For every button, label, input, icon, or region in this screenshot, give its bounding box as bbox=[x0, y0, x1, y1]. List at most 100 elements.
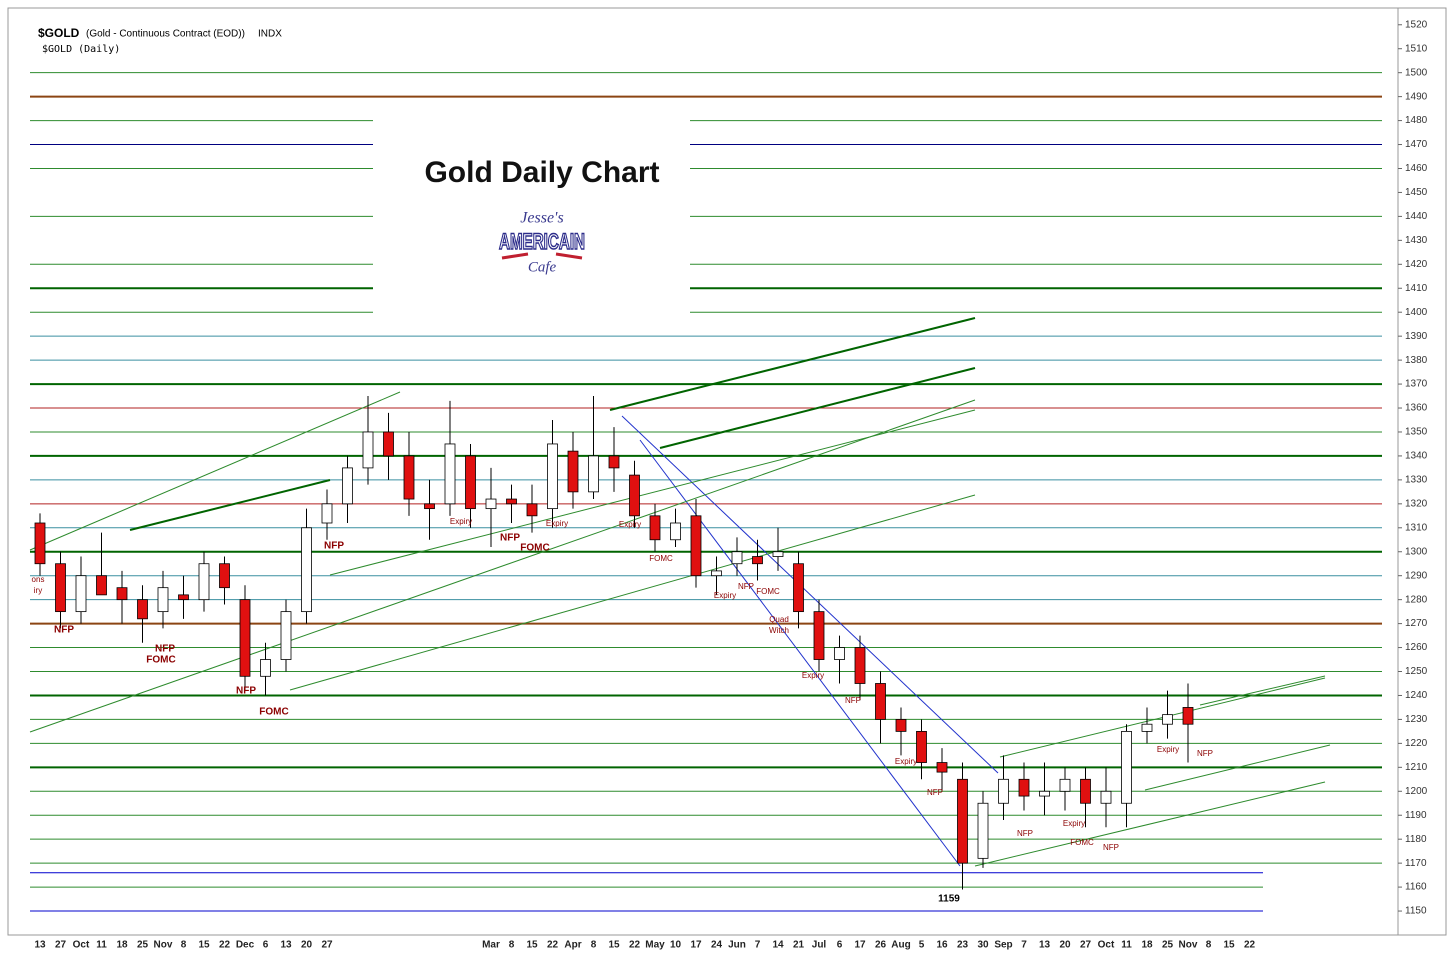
y-tick-label: 1310 bbox=[1405, 522, 1428, 533]
candle-body bbox=[690, 515, 702, 577]
y-tick-label: 1390 bbox=[1405, 331, 1428, 342]
symbol: $GOLD bbox=[38, 26, 80, 40]
annotation: Expiry bbox=[546, 519, 568, 528]
x-tick-label: Jul bbox=[812, 940, 827, 951]
annotation: NFP bbox=[54, 625, 74, 636]
x-tick-label: 5 bbox=[919, 940, 925, 951]
candle-body bbox=[977, 802, 989, 859]
x-tick-label: 22 bbox=[629, 940, 641, 951]
x-tick-label: 11 bbox=[96, 940, 107, 951]
x-tick-label: 24 bbox=[711, 940, 723, 951]
candle-body bbox=[1059, 778, 1071, 792]
trend-line bbox=[621, 415, 999, 774]
annotation: NFP bbox=[738, 582, 754, 591]
annotation: iry bbox=[34, 586, 42, 595]
x-tick-label: 15 bbox=[608, 940, 620, 951]
annotation: Expiry bbox=[802, 671, 824, 680]
y-tick-label: 1220 bbox=[1405, 738, 1428, 749]
y-tick-label: 1340 bbox=[1405, 451, 1428, 462]
candle-body bbox=[936, 762, 948, 773]
x-tick-label: 17 bbox=[854, 940, 866, 951]
x-tick-label: 25 bbox=[137, 940, 149, 951]
x-tick-label: 15 bbox=[526, 940, 538, 951]
y-tick-label: 1210 bbox=[1405, 762, 1428, 773]
trend-line bbox=[289, 494, 976, 691]
annotation: Expiry bbox=[895, 757, 917, 766]
y-tick-label: 1420 bbox=[1405, 259, 1428, 270]
candle-body bbox=[854, 647, 866, 684]
x-tick-label: Nov bbox=[154, 940, 173, 951]
y-tick-label: 1320 bbox=[1405, 498, 1428, 509]
candle-body bbox=[321, 503, 333, 524]
candle-body bbox=[424, 503, 435, 510]
candle-body bbox=[916, 730, 927, 763]
x-tick-label: 14 bbox=[772, 940, 784, 951]
candle-body bbox=[362, 431, 374, 469]
annotation: Quad bbox=[769, 615, 789, 624]
candle-body bbox=[1100, 790, 1112, 804]
annotation: Expiry bbox=[1063, 819, 1085, 828]
annotation: NFP bbox=[1017, 829, 1033, 838]
x-tick-label: 21 bbox=[793, 940, 805, 951]
x-tick-label: Oct bbox=[73, 940, 90, 951]
x-tick-label: 10 bbox=[670, 940, 682, 951]
annotation: FOMC bbox=[649, 554, 673, 563]
candle-body bbox=[998, 778, 1009, 804]
x-tick-label: Apr bbox=[564, 940, 581, 951]
x-tick-label: 7 bbox=[755, 940, 761, 951]
annotation: Expiry bbox=[714, 591, 736, 600]
x-tick-label: 11 bbox=[1121, 940, 1132, 951]
candle-body bbox=[772, 551, 784, 557]
trend-line bbox=[1144, 744, 1331, 791]
x-tick-label: Aug bbox=[891, 940, 910, 951]
x-tick-label: 8 bbox=[509, 940, 515, 951]
candle-body bbox=[875, 683, 886, 720]
annotation: 1159 bbox=[938, 894, 960, 905]
x-tick-label: Dec bbox=[236, 940, 255, 951]
x-tick-label: 27 bbox=[55, 940, 67, 951]
y-tick-label: 1170 bbox=[1405, 858, 1427, 869]
annotation: FOMC bbox=[756, 587, 780, 596]
candle-body bbox=[731, 551, 743, 565]
candle-body bbox=[75, 575, 87, 613]
trend-line bbox=[329, 409, 976, 576]
logo-line: AMERICAIN bbox=[499, 229, 585, 254]
y-tick-label: 1430 bbox=[1405, 235, 1428, 246]
y-tick-label: 1440 bbox=[1405, 211, 1428, 222]
candle-body bbox=[629, 474, 640, 517]
candle-body bbox=[1018, 778, 1030, 797]
candle-body bbox=[1162, 714, 1173, 725]
candle-body bbox=[198, 563, 210, 601]
x-tick-label: 15 bbox=[1223, 940, 1235, 951]
y-tick-label: 1250 bbox=[1405, 666, 1428, 677]
x-tick-label: 18 bbox=[1141, 940, 1153, 951]
logo-line: Cafe bbox=[528, 259, 557, 275]
annotation: Witch bbox=[769, 626, 789, 635]
y-tick-label: 1260 bbox=[1405, 642, 1428, 653]
x-tick-label: 27 bbox=[321, 940, 333, 951]
x-tick-label: 18 bbox=[116, 940, 128, 951]
x-tick-label: 22 bbox=[219, 940, 231, 951]
candle-body bbox=[444, 443, 456, 505]
y-tick-label: 1150 bbox=[1405, 906, 1427, 917]
x-tick-label: 22 bbox=[1244, 940, 1256, 951]
candle-body bbox=[465, 455, 476, 510]
x-tick-label: 8 bbox=[181, 940, 187, 951]
annotation: FOMC bbox=[1070, 838, 1094, 847]
candle-body bbox=[1121, 730, 1132, 804]
candle-body bbox=[813, 611, 825, 660]
annotation: FOMC bbox=[146, 655, 175, 666]
candle-body bbox=[55, 563, 66, 613]
y-tick-label: 1290 bbox=[1405, 570, 1428, 581]
annotation: Expiry bbox=[619, 520, 641, 529]
annotation: NFP bbox=[500, 533, 520, 544]
x-tick-label: Sep bbox=[994, 940, 1012, 951]
annotation: Expiry bbox=[1157, 745, 1179, 754]
y-tick-label: 1200 bbox=[1405, 786, 1428, 797]
candle-body bbox=[280, 611, 292, 660]
annotation: NFP bbox=[845, 696, 861, 705]
y-tick-label: 1510 bbox=[1405, 43, 1428, 54]
annotation: FOMC bbox=[520, 543, 549, 554]
trend-line bbox=[129, 479, 331, 531]
annotation: NFP bbox=[236, 686, 256, 697]
